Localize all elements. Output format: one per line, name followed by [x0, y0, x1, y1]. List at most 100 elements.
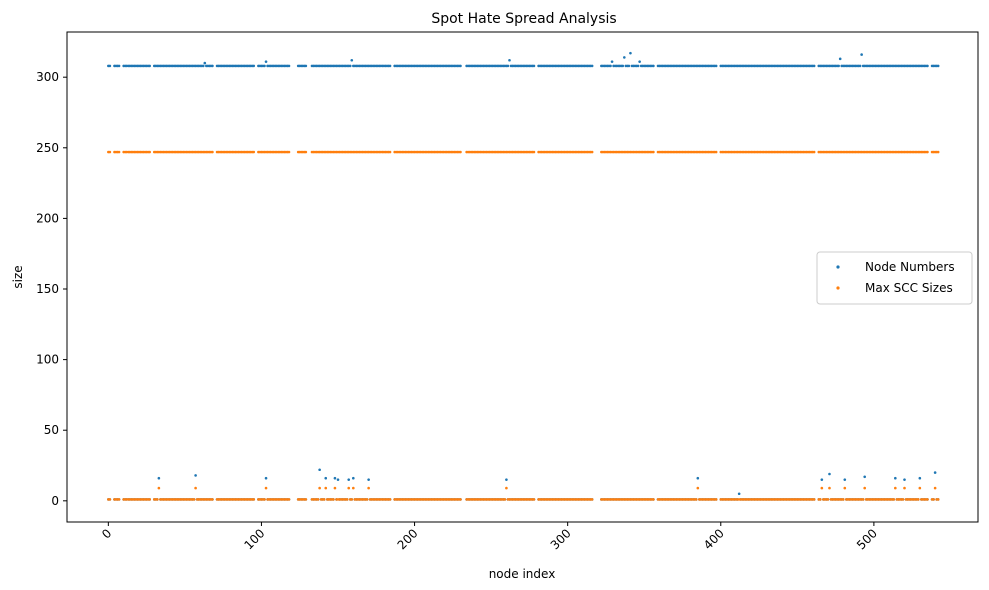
node-numbers-point [506, 64, 510, 68]
max-scc-sizes-point [459, 150, 462, 154]
max-scc-sizes-point [148, 498, 151, 501]
max-scc-sizes-point [318, 486, 321, 490]
max-scc-sizes-point [532, 150, 536, 154]
max-scc-sizes-point [918, 486, 922, 490]
node-numbers-point [936, 64, 940, 68]
max-scc-sizes-point [148, 150, 151, 154]
legend: Node Numbers Max SCC Sizes [816, 251, 973, 305]
node-numbers-point [610, 60, 614, 63]
node-numbers-point [352, 476, 355, 480]
max-scc-sizes-point [350, 498, 354, 501]
max-scc-sizes-point [505, 486, 508, 490]
max-scc-sizes-point [324, 486, 328, 490]
node-numbers-point [350, 58, 354, 62]
max-scc-sizes-point [252, 498, 256, 501]
max-scc-sizes-point [826, 498, 830, 501]
x-tick-label: 400 [701, 526, 727, 552]
max-scc-sizes-point [863, 486, 866, 490]
max-scc-sizes-point [892, 498, 896, 501]
node-numbers-point [894, 476, 897, 480]
x-tick-label: 100 [241, 526, 267, 552]
max-scc-sizes-point [157, 486, 161, 490]
node-numbers-point [505, 478, 508, 481]
plot-area [107, 51, 940, 501]
node-numbers-point [590, 64, 594, 68]
node-numbers-point [636, 64, 640, 68]
max-scc-sizes-point [936, 498, 940, 501]
max-scc-sizes-point [287, 150, 291, 154]
node-numbers-point [459, 64, 462, 68]
legend-box [816, 251, 973, 305]
y-tick-label: 100 [36, 353, 59, 367]
y-tick-label: 150 [36, 282, 59, 296]
node-numbers-point [714, 64, 718, 68]
node-numbers-point [863, 475, 866, 479]
max-scc-sizes-point [894, 486, 897, 490]
max-scc-sizes-point [156, 498, 159, 501]
node-numbers-point [903, 478, 906, 481]
max-scc-sizes-point [287, 498, 291, 501]
x-tick-label: 300 [548, 526, 574, 552]
max-scc-sizes-point [694, 498, 698, 501]
node-numbers-point [304, 64, 308, 68]
max-scc-sizes-point [932, 498, 935, 501]
y-tick-label: 50 [44, 423, 59, 437]
node-numbers-point [108, 64, 112, 68]
y-tick-label: 200 [36, 211, 59, 225]
max-scc-sizes-point [828, 486, 831, 490]
max-scc-sizes-point [652, 498, 655, 501]
node-numbers-point [508, 58, 511, 62]
max-scc-sizes-point [820, 486, 824, 490]
max-scc-sizes-point [304, 150, 308, 154]
x-axis: 0 100 200 300 400 500 [99, 522, 880, 552]
max-scc-sizes-point [304, 498, 308, 501]
y-tick-label: 300 [36, 70, 59, 84]
node-numbers-point [194, 474, 197, 477]
max-scc-sizes-point [933, 486, 937, 490]
node-numbers-point [211, 64, 214, 68]
max-scc-sizes-point [590, 498, 594, 501]
max-scc-sizes-point [365, 498, 369, 501]
max-scc-sizes-point [211, 150, 214, 154]
node-numbers-point [837, 64, 840, 68]
node-numbers-point [652, 64, 655, 68]
node-numbers-point [263, 64, 266, 68]
max-scc-sizes-point [388, 498, 392, 501]
node-numbers-point [737, 492, 741, 496]
node-numbers-point [148, 64, 151, 68]
max-scc-sizes-point [503, 498, 507, 501]
max-scc-sizes-point [901, 498, 905, 501]
node-numbers-point [933, 471, 937, 474]
max-scc-sizes-point [264, 486, 268, 490]
max-scc-sizes-point [926, 150, 929, 154]
node-numbers-point [201, 64, 205, 68]
node-numbers-point [348, 64, 352, 68]
max-scc-sizes-point [812, 150, 816, 154]
legend-label-node-numbers: Node Numbers [865, 260, 955, 274]
max-scc-sizes-point [192, 498, 196, 501]
plot-frame [66, 31, 979, 523]
max-scc-sizes-point [841, 498, 845, 501]
max-scc-sizes-point [322, 498, 326, 501]
y-axis-label: size [11, 265, 25, 288]
node-numbers-point [828, 472, 831, 476]
node-numbers-point [843, 478, 847, 481]
max-scc-sizes-point [812, 498, 816, 501]
max-scc-sizes-point [345, 498, 349, 501]
max-scc-sizes-point [333, 486, 337, 490]
max-scc-sizes-point [117, 150, 121, 154]
node-numbers-point [252, 64, 256, 68]
y-tick-label: 0 [51, 494, 59, 508]
max-scc-sizes-point [714, 150, 718, 154]
max-scc-sizes-point [714, 498, 718, 501]
max-scc-sizes-point [459, 498, 462, 501]
max-scc-sizes-point [819, 498, 822, 501]
node-numbers-point [627, 64, 631, 68]
max-scc-sizes-point [252, 150, 256, 154]
node-numbers-point [117, 64, 121, 68]
node-numbers-point [264, 476, 268, 480]
node-numbers-point [532, 64, 536, 68]
node-numbers-point [629, 51, 632, 55]
max-scc-sizes-point [926, 498, 929, 501]
max-scc-sizes-point [316, 498, 320, 501]
